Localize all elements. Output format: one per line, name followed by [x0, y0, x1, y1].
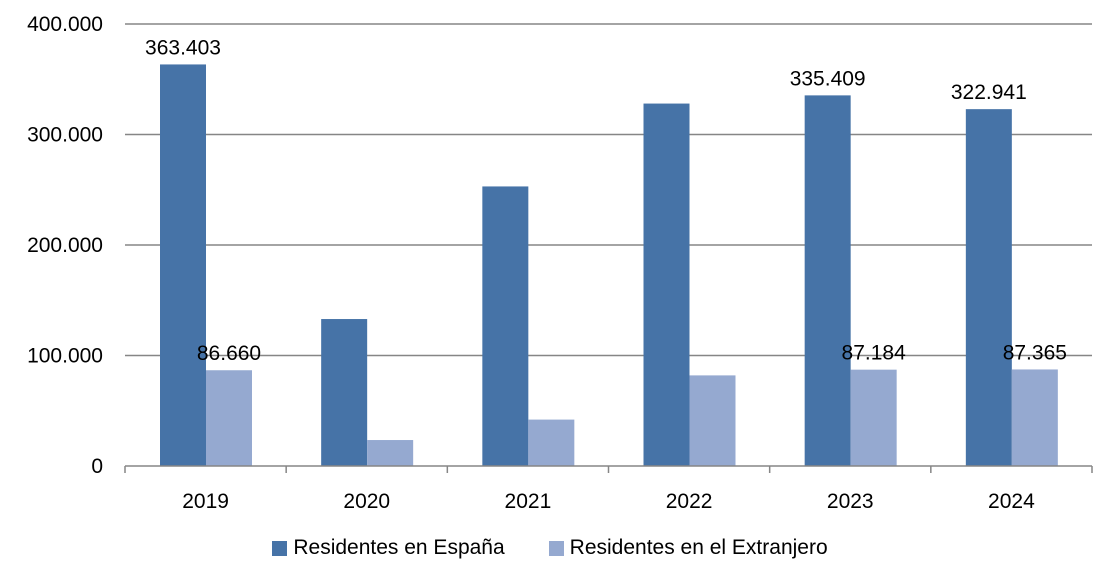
legend-swatch-espana: [272, 540, 288, 556]
x-tick-label: 2024: [988, 490, 1035, 513]
data-label: 322.941: [951, 81, 1027, 104]
x-tick-label: 2019: [182, 490, 229, 513]
bar: [482, 186, 529, 466]
x-tick-label: 2022: [666, 490, 713, 513]
bar-chart: 0 100.000 200.000 300.000 400.000 2019 2020 202…: [27, 13, 1093, 513]
bar: [689, 375, 736, 466]
data-label: 86.660: [197, 342, 261, 365]
data-label: 335.409: [790, 67, 866, 90]
y-tick-label: 0: [91, 455, 103, 478]
legend: Residentes en España Residentes en el Ex…: [0, 536, 1100, 560]
y-tick-label: 400.000: [27, 13, 103, 36]
y-tick-label: 200.000: [27, 234, 103, 257]
bar: [206, 370, 252, 466]
data-label: 363.403: [145, 36, 221, 59]
x-tick-label: 2023: [827, 490, 874, 513]
legend-label-espana: Residentes en España: [293, 536, 505, 559]
legend-item-espana: Residentes en España: [272, 536, 505, 560]
bar: [1011, 369, 1058, 466]
legend-swatch-extranjero: [548, 540, 564, 556]
x-tick-label: 2021: [505, 490, 552, 513]
bar: [528, 419, 575, 466]
data-label: 87.365: [1003, 341, 1067, 364]
bar: [965, 109, 1012, 466]
x-tick-label: 2020: [343, 490, 390, 513]
y-tick-label: 100.000: [27, 345, 103, 368]
bar: [367, 440, 414, 466]
bar: [850, 369, 897, 466]
data-label: 87.184: [842, 342, 907, 365]
y-tick-label: 300.000: [27, 124, 103, 147]
bar: [160, 64, 206, 466]
bar: [321, 319, 368, 466]
bar: [643, 103, 690, 466]
legend-item-extranjero: Residentes en el Extranjero: [548, 536, 828, 560]
bar: [804, 95, 851, 467]
legend-label-extranjero: Residentes en el Extranjero: [569, 536, 828, 559]
